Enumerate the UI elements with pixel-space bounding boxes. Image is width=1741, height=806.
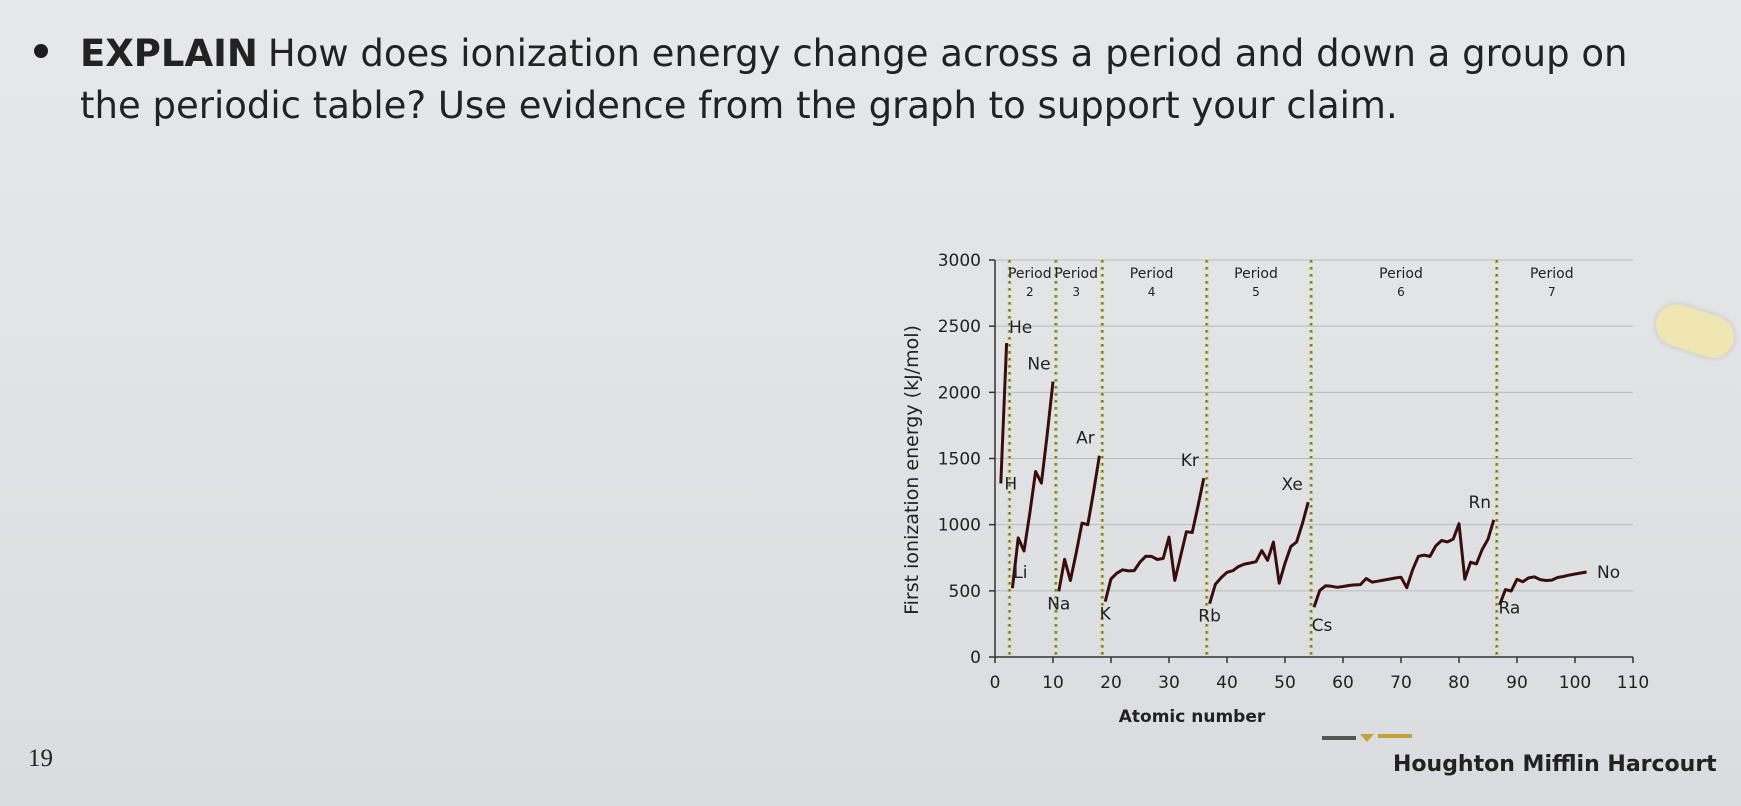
x-tick-label: 70 (1390, 673, 1412, 693)
x-tick-label: 20 (1100, 673, 1122, 693)
y-tick-label: 1500 (938, 450, 981, 470)
y-tick-label: 1000 (938, 516, 981, 536)
period-label: Period (1054, 266, 1098, 282)
x-tick-label: 110 (1617, 673, 1649, 693)
tick-labels: 0 500 1000 1500 2000 2500 3000 0 10 20 30 40 50 60 70 8… (938, 251, 1649, 693)
page-number: 19 (28, 745, 53, 772)
element-label: Rn (1469, 493, 1492, 513)
element-label: Cs (1312, 616, 1333, 636)
period-series-line (1057, 455, 1101, 592)
period-label: Period (1379, 266, 1423, 282)
period-number: 7 (1548, 285, 1556, 299)
element-label: H (1004, 474, 1017, 494)
element-label: He (1009, 318, 1032, 338)
x-axis-label: Atomic number (1119, 707, 1266, 727)
x-tick-label: 50 (1274, 673, 1296, 693)
period-label: Period (1008, 266, 1052, 282)
period-number: 4 (1148, 285, 1156, 299)
period-series-line (1312, 519, 1496, 608)
element-labels: He Ne Ar Kr Xe Rn H Li Na K Rb Cs Ra No (1004, 318, 1620, 636)
question-body: How does ionization energy change across… (80, 32, 1628, 127)
period-series-line (1498, 570, 1587, 606)
y-axis-label: First ionization energy (kJ/mol) (901, 325, 923, 615)
bullet-point (34, 44, 48, 58)
element-label: Ar (1076, 429, 1095, 449)
element-label: Kr (1181, 451, 1199, 471)
period-series-line (999, 343, 1009, 484)
question-text: EXPLAIN How does ionization energy change… (80, 28, 1640, 132)
x-tick-label: 90 (1506, 673, 1528, 693)
element-label: Ne (1027, 355, 1050, 375)
element-label: No (1597, 563, 1620, 583)
period-series-line (1208, 501, 1310, 605)
x-tick-label: 10 (1042, 673, 1064, 693)
period-label: Period (1530, 266, 1574, 282)
period-series-line (1103, 477, 1206, 602)
element-label: Xe (1282, 475, 1303, 495)
x-tick-label: 60 (1332, 673, 1354, 693)
element-label: Na (1047, 594, 1070, 614)
x-tick-label: 40 (1216, 673, 1238, 693)
publisher-logo (1322, 734, 1412, 742)
period-number: 2 (1026, 285, 1034, 299)
element-label: K (1100, 605, 1112, 625)
period-label: Period (1130, 266, 1174, 282)
question-keyword: EXPLAIN (80, 32, 258, 75)
publisher-name: Houghton Mifflin Harcourt (1393, 752, 1717, 777)
y-tick-label: 500 (949, 582, 981, 602)
series-lines (999, 343, 1587, 608)
y-tick-label: 0 (970, 648, 981, 668)
y-tick-label: 2000 (938, 383, 981, 403)
period-labels: Period 2 Period 3 Period 4 Period 5 Period 6 Perio… (1008, 266, 1574, 299)
x-tick-label: 30 (1158, 673, 1180, 693)
period-number: 5 (1252, 285, 1260, 299)
period-label: Period (1234, 266, 1278, 282)
period-dividers (1007, 260, 1499, 657)
chart-axes (994, 260, 1633, 658)
y-tick-label: 2500 (938, 317, 981, 337)
element-label: Ra (1498, 599, 1520, 619)
element-label: Rb (1198, 607, 1221, 627)
period-number: 3 (1072, 285, 1080, 299)
period-series-line (1010, 381, 1055, 589)
x-tick-label: 0 (990, 673, 1001, 693)
period-number: 6 (1397, 285, 1405, 299)
element-label: Li (1013, 563, 1027, 583)
y-tick-label: 3000 (938, 251, 981, 271)
x-tick-label: 100 (1559, 673, 1591, 693)
chart-grid (989, 259, 1634, 663)
x-tick-label: 80 (1448, 673, 1470, 693)
